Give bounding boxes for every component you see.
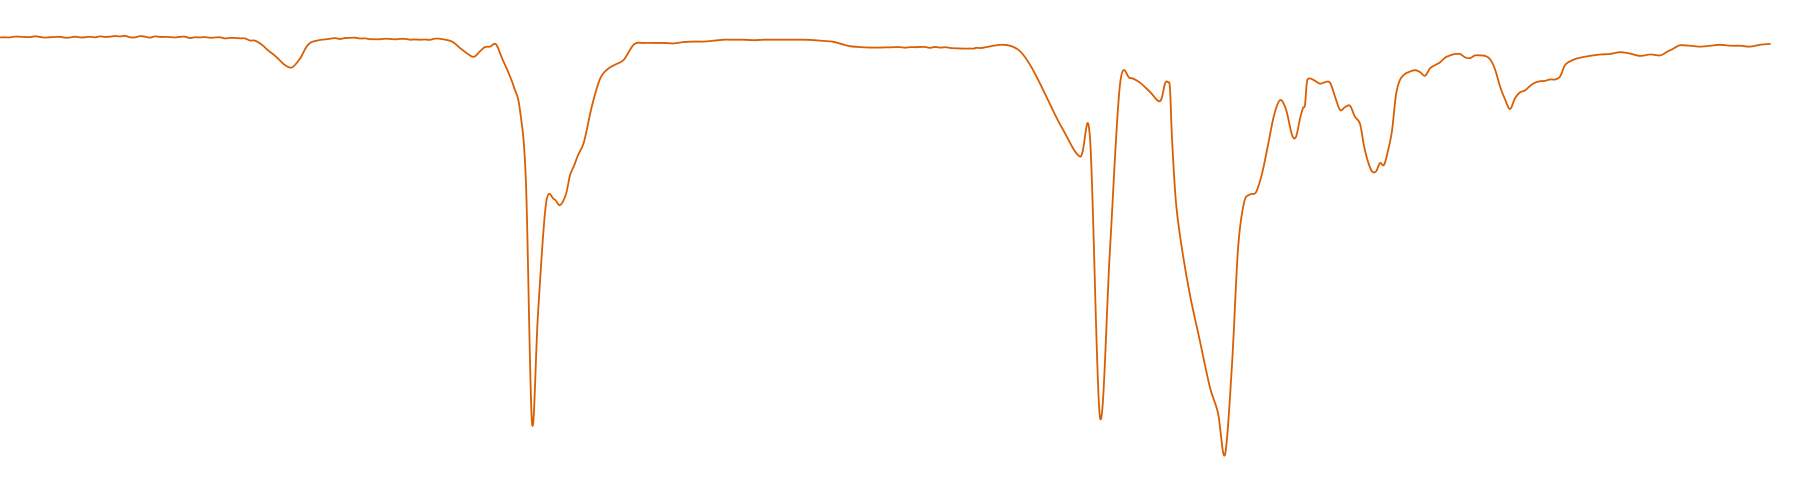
series-layer <box>0 34 1771 457</box>
series-line-0 <box>0 34 1771 457</box>
